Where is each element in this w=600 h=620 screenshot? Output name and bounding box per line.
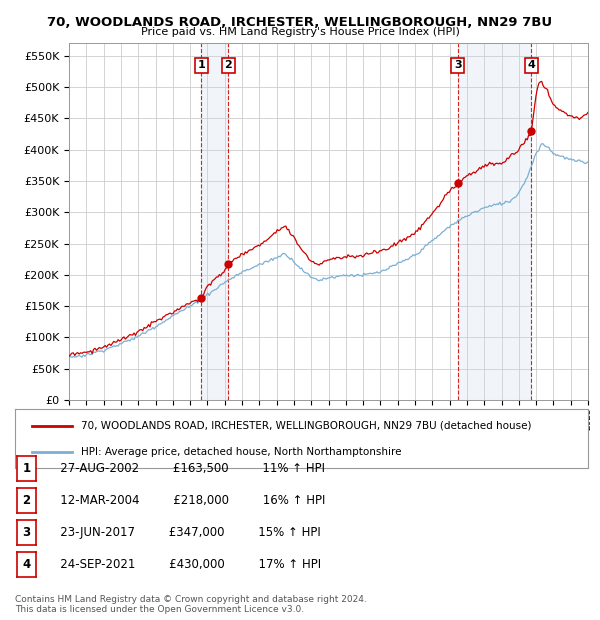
Text: 23-JUN-2017         £347,000         15% ↑ HPI: 23-JUN-2017 £347,000 15% ↑ HPI: [49, 526, 321, 539]
Text: This data is licensed under the Open Government Licence v3.0.: This data is licensed under the Open Gov…: [15, 604, 304, 614]
Text: 70, WOODLANDS ROAD, IRCHESTER, WELLINGBOROUGH, NN29 7BU: 70, WOODLANDS ROAD, IRCHESTER, WELLINGBO…: [47, 16, 553, 29]
Text: Contains HM Land Registry data © Crown copyright and database right 2024.: Contains HM Land Registry data © Crown c…: [15, 595, 367, 604]
Text: 24-SEP-2021         £430,000         17% ↑ HPI: 24-SEP-2021 £430,000 17% ↑ HPI: [49, 559, 322, 571]
Text: 70, WOODLANDS ROAD, IRCHESTER, WELLINGBOROUGH, NN29 7BU (detached house): 70, WOODLANDS ROAD, IRCHESTER, WELLINGBO…: [81, 421, 532, 431]
Text: 2: 2: [22, 494, 31, 507]
Bar: [202, 43, 228, 400]
Text: 4: 4: [527, 60, 535, 70]
Bar: [458, 43, 532, 400]
Text: HPI: Average price, detached house, North Northamptonshire: HPI: Average price, detached house, Nort…: [81, 446, 401, 456]
Text: 2: 2: [224, 60, 232, 70]
Text: 12-MAR-2004         £218,000         16% ↑ HPI: 12-MAR-2004 £218,000 16% ↑ HPI: [49, 494, 326, 507]
Text: 3: 3: [22, 526, 31, 539]
Text: 27-AUG-2002         £163,500         11% ↑ HPI: 27-AUG-2002 £163,500 11% ↑ HPI: [49, 462, 325, 474]
Text: 1: 1: [22, 462, 31, 474]
Text: Price paid vs. HM Land Registry's House Price Index (HPI): Price paid vs. HM Land Registry's House …: [140, 27, 460, 37]
Text: 1: 1: [197, 60, 205, 70]
Text: 3: 3: [454, 60, 461, 70]
Text: 4: 4: [22, 559, 31, 571]
